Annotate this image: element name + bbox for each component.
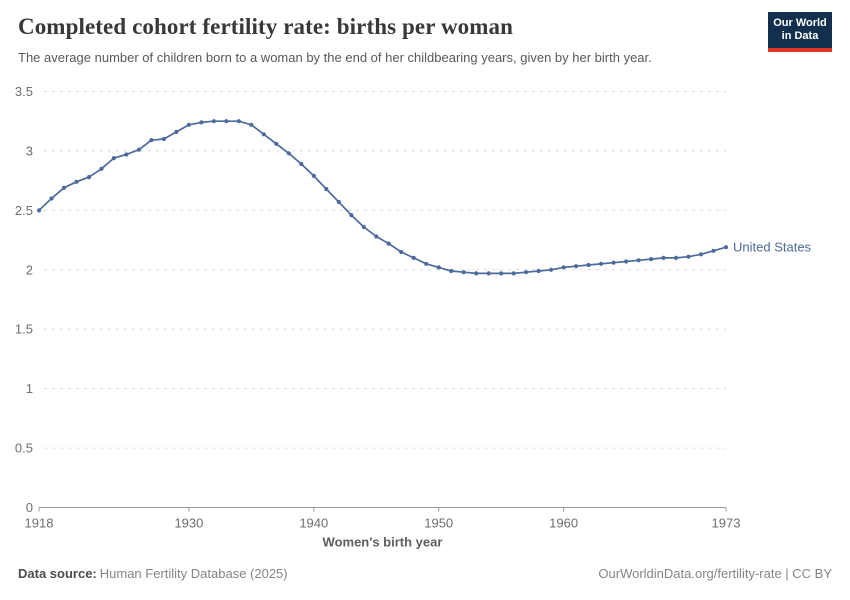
x-axis-tick-label: 1960: [549, 516, 578, 531]
logo-line1: Our World: [773, 16, 827, 29]
y-axis-tick-label: 2.5: [15, 203, 33, 218]
series-end-label: United States: [733, 240, 812, 255]
data-point-marker: [361, 224, 366, 230]
x-axis-title: Women's birth year: [323, 535, 443, 550]
chart-header: Completed cohort fertility rate: births …: [18, 13, 750, 66]
data-point-marker: [149, 138, 154, 143]
data-point-marker: [574, 264, 579, 269]
data-point-marker: [449, 268, 454, 274]
data-point-marker: [386, 241, 391, 246]
data-point-marker: [399, 249, 404, 255]
data-point-marker: [324, 186, 329, 192]
x-axis-tick-label: 1918: [25, 516, 54, 531]
data-point-marker: [36, 208, 42, 213]
y-axis-tick-label: 3: [26, 143, 33, 158]
y-axis-tick-label: 0: [26, 500, 33, 515]
data-point-marker: [411, 255, 416, 260]
x-axis-tick-label: 1973: [712, 516, 741, 531]
data-point-marker: [723, 245, 729, 250]
data-point-marker: [536, 268, 541, 274]
data-point-marker: [511, 271, 516, 276]
chart-subtitle: The average number of children born to a…: [18, 49, 652, 65]
data-point-marker: [136, 147, 141, 152]
owid-logo[interactable]: Our World in Data: [768, 12, 832, 52]
data-point-marker: [124, 152, 129, 157]
y-axis-tick-label: 2: [26, 262, 33, 277]
y-axis-tick-label: 1.5: [15, 322, 33, 337]
data-source-label: Data source:: [18, 566, 97, 581]
data-point-marker: [174, 129, 179, 134]
data-point-marker: [61, 185, 67, 190]
data-point-marker: [486, 271, 491, 276]
data-point-marker: [299, 161, 304, 167]
data-point-marker: [161, 136, 166, 142]
data-point-marker: [349, 213, 354, 218]
data-point-marker: [649, 257, 654, 262]
data-point-marker: [711, 248, 716, 253]
data-source-value: Human Fertility Database (2025): [99, 566, 288, 581]
chart-footer: Data source: Human Fertility Database (20…: [18, 566, 832, 581]
data-point-marker: [611, 260, 616, 265]
data-point-marker: [673, 255, 679, 260]
data-point-marker: [599, 261, 604, 266]
x-axis-tick-label: 1940: [299, 516, 328, 531]
series-line: [38, 120, 727, 275]
data-point-marker: [99, 166, 104, 171]
footer-credit-link[interactable]: OurWorldinData.org/fertility-rate | CC B…: [598, 566, 832, 581]
data-point-marker: [186, 122, 191, 127]
data-point-marker: [686, 254, 691, 259]
logo-line2: in Data: [781, 30, 819, 42]
data-point-marker: [636, 258, 641, 263]
data-point-marker: [249, 122, 254, 127]
data-point-marker: [336, 199, 341, 205]
data-point-marker: [424, 261, 429, 266]
data-point-marker: [111, 156, 116, 161]
y-axis-tick-label: 3.5: [15, 84, 33, 99]
data-point-marker: [211, 119, 216, 124]
data-point-marker: [224, 119, 229, 124]
x-axis-tick-label: 1930: [174, 516, 203, 531]
data-point-marker: [624, 259, 629, 264]
data-point-marker: [524, 270, 529, 275]
data-point-marker: [261, 132, 266, 137]
data-point-marker: [49, 196, 54, 201]
x-axis-tick-label: 1950: [424, 516, 453, 531]
data-point-marker: [374, 234, 379, 239]
data-point-marker: [74, 179, 79, 184]
data-point-marker: [586, 262, 591, 268]
data-point-marker: [549, 267, 554, 272]
data-point-marker: [274, 141, 279, 146]
data-point-marker: [436, 265, 441, 270]
data-point-marker: [86, 175, 92, 180]
data-point-marker: [561, 265, 566, 270]
data-point-marker: [661, 255, 666, 260]
data-point-marker: [236, 119, 241, 124]
y-axis-tick-label: 1: [26, 381, 33, 396]
data-point-marker: [698, 252, 704, 257]
chart-title: Completed cohort fertility rate: births …: [18, 14, 514, 39]
data-source: Data source: Human Fertility Database (20…: [18, 566, 288, 581]
data-point-marker: [286, 151, 291, 156]
data-point-marker: [199, 120, 204, 125]
data-point-marker: [474, 271, 479, 276]
data-point-marker: [311, 173, 316, 178]
y-axis-tick-label: 0.5: [15, 441, 33, 456]
data-point-marker: [499, 271, 504, 276]
data-point-marker: [461, 270, 466, 275]
